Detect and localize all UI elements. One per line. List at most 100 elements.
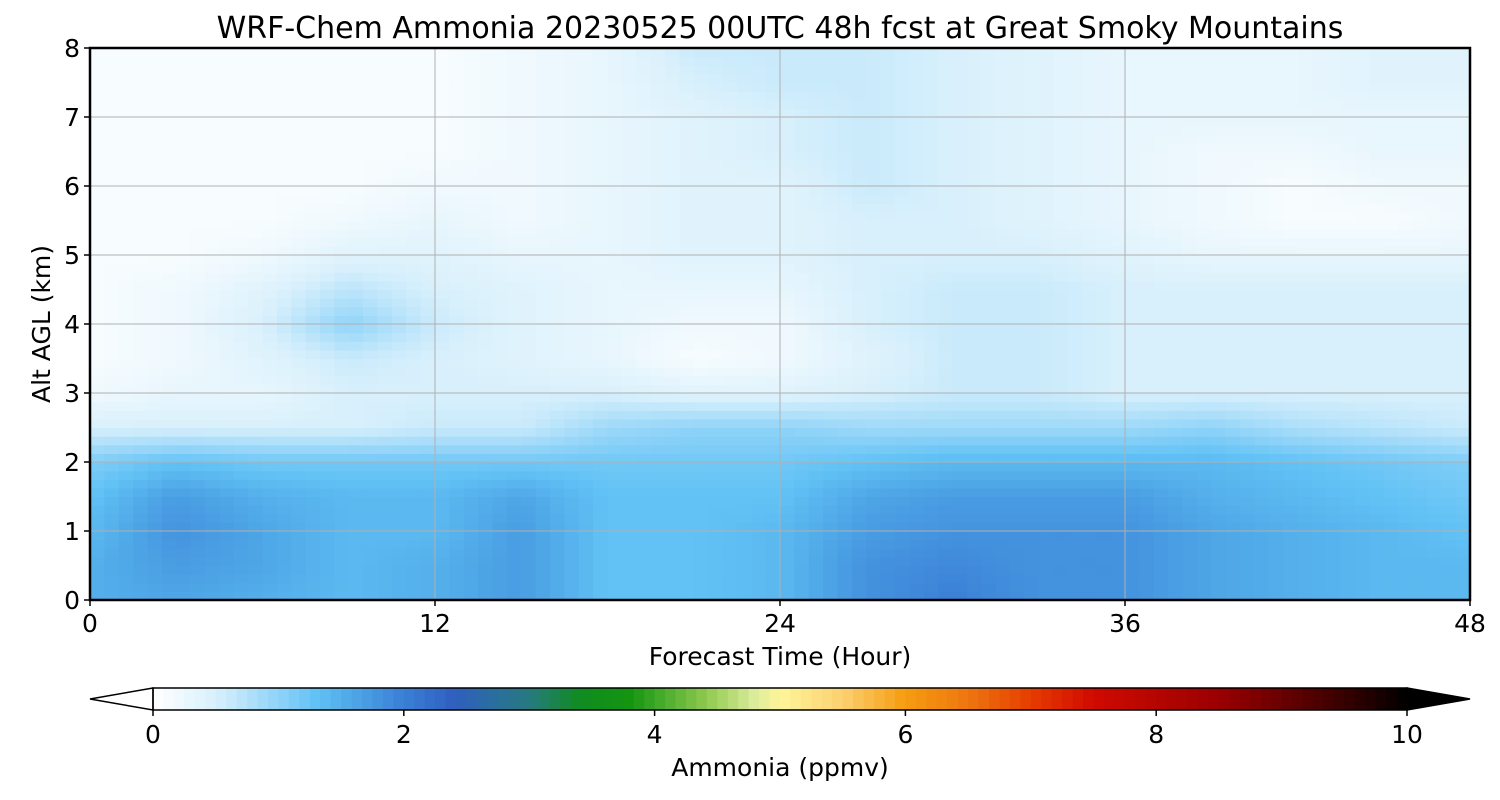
heatmap-cell bbox=[765, 56, 781, 66]
heatmap-cell bbox=[693, 160, 709, 170]
heatmap-cell bbox=[966, 280, 982, 291]
heatmap-cell bbox=[492, 548, 508, 558]
heatmap-cell bbox=[923, 186, 939, 196]
heatmap-cell bbox=[506, 324, 522, 334]
heatmap-cell bbox=[880, 73, 896, 84]
heatmap-cell bbox=[607, 151, 623, 161]
heatmap-cell bbox=[305, 194, 321, 204]
heatmap-cell bbox=[190, 186, 206, 196]
heatmap-cell bbox=[1010, 513, 1025, 523]
heatmap-cell bbox=[320, 177, 335, 187]
heatmap-cell bbox=[1139, 280, 1155, 291]
heatmap-cell bbox=[1067, 436, 1083, 446]
heatmap-cell bbox=[320, 522, 335, 532]
heatmap-cell bbox=[679, 151, 695, 161]
heatmap-cell bbox=[449, 272, 465, 282]
heatmap-cell bbox=[205, 117, 220, 127]
heatmap-cell bbox=[1010, 470, 1025, 480]
heatmap-cell bbox=[1110, 324, 1126, 334]
heatmap-cell bbox=[104, 513, 120, 523]
heatmap-cell bbox=[435, 211, 450, 222]
heatmap-cell bbox=[895, 393, 910, 403]
heatmap-cell bbox=[1067, 125, 1083, 135]
heatmap-cell bbox=[1168, 324, 1184, 334]
heatmap-cell bbox=[219, 574, 235, 584]
heatmap-cell bbox=[794, 349, 810, 360]
heatmap-cell bbox=[909, 237, 925, 247]
heatmap-cell bbox=[219, 444, 235, 454]
heatmap-cell bbox=[190, 125, 206, 135]
heatmap-cell bbox=[780, 470, 795, 480]
heatmap-cell bbox=[205, 556, 220, 567]
heatmap-cell bbox=[420, 246, 436, 256]
heatmap-cell bbox=[161, 393, 177, 403]
heatmap-cell bbox=[550, 479, 565, 489]
heatmap-cell bbox=[449, 427, 465, 437]
heatmap-cell bbox=[1053, 513, 1069, 523]
heatmap-cell bbox=[449, 367, 465, 377]
heatmap-cell bbox=[837, 91, 853, 101]
heatmap-cell bbox=[1139, 522, 1155, 532]
heatmap-cell bbox=[794, 384, 810, 394]
heatmap-cell bbox=[895, 444, 910, 454]
heatmap-cell bbox=[90, 496, 105, 506]
heatmap-cell bbox=[1038, 48, 1054, 58]
heatmap-cell bbox=[406, 341, 422, 351]
heatmap-cell bbox=[981, 574, 997, 584]
heatmap-cell bbox=[320, 505, 335, 515]
heatmap-cell bbox=[1125, 177, 1140, 187]
heatmap-cell bbox=[665, 237, 680, 247]
heatmap-cell bbox=[578, 272, 594, 282]
heatmap-cell bbox=[348, 556, 364, 567]
heatmap-cell bbox=[808, 220, 824, 230]
heatmap-cell bbox=[665, 453, 680, 463]
heatmap-cell bbox=[147, 65, 163, 75]
heatmap-cell bbox=[636, 470, 652, 480]
heatmap-cell bbox=[823, 462, 839, 472]
heatmap-cell bbox=[363, 298, 379, 308]
heatmap-cell bbox=[334, 194, 350, 204]
heatmap-cell bbox=[1196, 229, 1212, 239]
heatmap-cell bbox=[262, 48, 278, 58]
heatmap-cell bbox=[607, 505, 623, 515]
heatmap-cell bbox=[564, 117, 580, 127]
heatmap-cell bbox=[262, 375, 278, 385]
heatmap-cell bbox=[650, 177, 666, 187]
heatmap-cell bbox=[233, 453, 249, 463]
heatmap-cell bbox=[391, 367, 407, 377]
heatmap-cell bbox=[348, 142, 364, 153]
heatmap-cell bbox=[866, 280, 882, 291]
heatmap-cell bbox=[334, 117, 350, 127]
heatmap-cell bbox=[1182, 410, 1198, 420]
heatmap-cell bbox=[693, 470, 709, 480]
heatmap-cell bbox=[1096, 56, 1112, 66]
heatmap-cell bbox=[1067, 531, 1083, 541]
heatmap-cell bbox=[205, 401, 220, 411]
heatmap-cell bbox=[262, 160, 278, 170]
heatmap-cell bbox=[895, 332, 910, 342]
heatmap-cell bbox=[348, 591, 364, 601]
heatmap-cell bbox=[880, 48, 896, 58]
heatmap-cell bbox=[1153, 375, 1169, 385]
heatmap-cell bbox=[650, 168, 666, 178]
heatmap-cell bbox=[391, 65, 407, 75]
heatmap-cell bbox=[593, 401, 609, 411]
heatmap-cell bbox=[866, 375, 882, 385]
heatmap-cell bbox=[780, 306, 795, 316]
heatmap-cell bbox=[966, 91, 982, 101]
heatmap-cell bbox=[348, 237, 364, 247]
heatmap-cell bbox=[880, 384, 896, 394]
heatmap-cell bbox=[118, 548, 134, 558]
heatmap-cell bbox=[1182, 160, 1198, 170]
heatmap-cell bbox=[966, 194, 982, 204]
heatmap-cell bbox=[966, 142, 982, 153]
heatmap-cell bbox=[118, 427, 134, 437]
heatmap-cell bbox=[147, 151, 163, 161]
heatmap-cell bbox=[521, 220, 537, 230]
heatmap-cell bbox=[219, 513, 235, 523]
heatmap-cell bbox=[1153, 513, 1169, 523]
heatmap-cell bbox=[535, 315, 551, 325]
heatmap-cell bbox=[363, 99, 379, 109]
heatmap-cell bbox=[780, 151, 795, 161]
heatmap-cell bbox=[1139, 125, 1155, 135]
